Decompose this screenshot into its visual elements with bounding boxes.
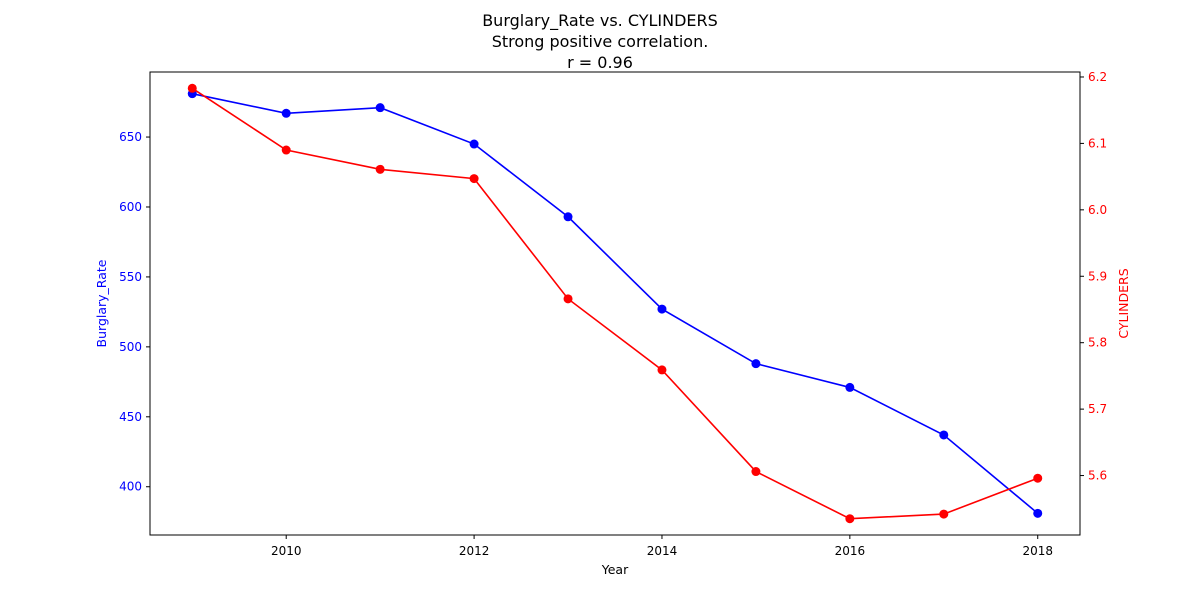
series-line-left [192, 92, 1039, 514]
x-tick-label: 2014 [647, 544, 678, 558]
data-point-left [939, 430, 949, 440]
title-line-1: Burglary_Rate vs. CYLINDERS [482, 11, 718, 31]
data-point-left [375, 103, 385, 113]
right-tick-label: 6.2 [1088, 70, 1107, 84]
series-layer [187, 83, 1043, 524]
x-tick-label: 2016 [835, 544, 866, 558]
left-tick-label: 400 [119, 480, 142, 494]
data-point-right [751, 467, 761, 477]
right-tick-label: 5.8 [1088, 336, 1107, 350]
data-point-right [939, 509, 949, 519]
x-axis-label: Year [601, 562, 629, 577]
chart-title: Burglary_Rate vs. CYLINDERS Strong posit… [482, 11, 718, 72]
data-point-left [563, 212, 573, 222]
data-point-right [657, 365, 667, 375]
left-y-axis-label: Burglary_Rate [94, 259, 109, 347]
data-point-left [281, 108, 291, 118]
right-tick-label: 6.1 [1088, 136, 1107, 150]
x-tick-label: 2012 [459, 544, 490, 558]
title-line-2: Strong positive correlation. [492, 32, 709, 51]
right-y-axis-label: CYLINDERS [1116, 268, 1131, 338]
data-point-left [1033, 508, 1043, 518]
data-point-right [469, 174, 479, 184]
right-tick-label: 5.9 [1088, 269, 1107, 283]
x-tick-label: 2018 [1022, 544, 1053, 558]
data-point-right [1033, 473, 1043, 483]
left-tick-label: 600 [119, 200, 142, 214]
left-tick-label: 650 [119, 130, 142, 144]
x-axis: 2010 2012 2014 2016 2018 [271, 535, 1053, 558]
right-tick-label: 5.6 [1088, 469, 1107, 483]
left-y-axis: 400 450 500 550 600 650 [119, 130, 150, 494]
right-tick-label: 6.0 [1088, 203, 1107, 217]
right-tick-label: 5.7 [1088, 402, 1107, 416]
left-tick-label: 500 [119, 340, 142, 354]
data-point-left [751, 359, 761, 369]
title-line-3: r = 0.96 [567, 53, 633, 72]
data-point-right [187, 83, 197, 93]
data-point-left [657, 304, 667, 314]
data-point-left [845, 382, 855, 392]
data-point-right [845, 514, 855, 524]
data-point-right [281, 145, 291, 155]
data-point-right [375, 164, 385, 174]
left-tick-label: 450 [119, 410, 142, 424]
plot-area [149, 71, 1081, 536]
x-tick-label: 2010 [271, 544, 302, 558]
left-tick-label: 550 [119, 270, 142, 284]
data-point-right [563, 294, 573, 304]
data-point-left [469, 139, 479, 149]
right-y-axis: 5.6 5.7 5.8 5.9 6.0 6.1 6.2 [1080, 70, 1107, 483]
series-line-right [191, 87, 1039, 520]
